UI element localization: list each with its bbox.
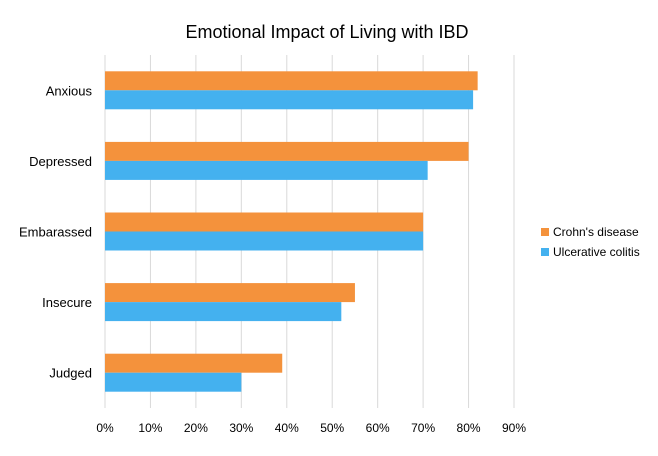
x-tick-label: 20% <box>184 421 208 435</box>
bar-ulcerative-colitis <box>105 160 428 180</box>
bar-ulcerative-colitis <box>105 372 242 392</box>
bar-crohns <box>105 71 478 91</box>
category-label: Anxious <box>46 83 93 98</box>
bar-ulcerative-colitis <box>105 231 424 251</box>
legend-swatch <box>541 248 549 256</box>
bar-ulcerative-colitis <box>105 90 474 110</box>
bar-ulcerative-colitis <box>105 302 342 322</box>
x-tick-label: 70% <box>411 421 435 435</box>
bar-crohns <box>105 141 469 161</box>
legend: Crohn's disease Ulcerative colitis <box>541 225 640 259</box>
x-axis-tick-labels: 0% 10% 20% 30% 40% 50% 60% 70% 80% 90% <box>96 421 526 435</box>
x-tick-label: 40% <box>275 421 299 435</box>
x-tick-label: 90% <box>502 421 526 435</box>
chart-title: Emotional Impact of Living with IBD <box>185 22 468 42</box>
x-tick-label: 10% <box>138 421 162 435</box>
category-label: Depressed <box>29 154 92 169</box>
bar-crohns <box>105 212 424 232</box>
legend-swatch <box>541 228 549 236</box>
bar-crohns <box>105 353 283 373</box>
category-label: Insecure <box>42 295 92 310</box>
x-tick-label: 0% <box>96 421 114 435</box>
bars <box>105 71 478 392</box>
bar-crohns <box>105 283 355 303</box>
legend-label: Crohn's disease <box>553 225 639 239</box>
x-tick-label: 30% <box>229 421 253 435</box>
x-tick-label: 80% <box>457 421 481 435</box>
category-label: Embarassed <box>19 225 92 240</box>
category-labels: Anxious Depressed Embarassed Insecure Judged <box>19 83 92 380</box>
x-tick-label: 50% <box>320 421 344 435</box>
category-label: Judged <box>49 366 92 381</box>
legend-label: Ulcerative colitis <box>553 245 640 259</box>
x-tick-label: 60% <box>366 421 390 435</box>
